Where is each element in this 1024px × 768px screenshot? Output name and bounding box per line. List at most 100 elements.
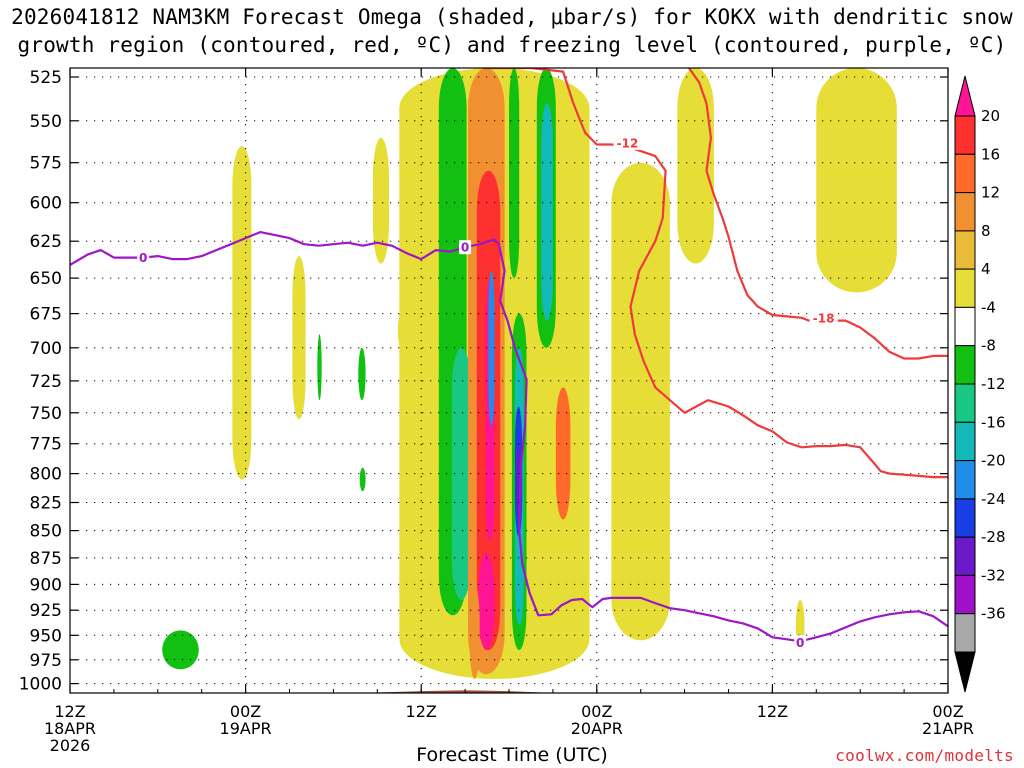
- omega-feature-w1: [232, 146, 252, 480]
- contour-line--12: [484, 68, 948, 479]
- colorbar-bin-7: [954, 383, 976, 423]
- colorbar-bin-6: [954, 345, 976, 385]
- y-tick-label-975: 975: [30, 651, 62, 671]
- omega-feature-g5: [541, 103, 553, 321]
- colorbar-label--32: -32: [981, 566, 1006, 584]
- temperature-contours: 0 0 0 -12 -18: [70, 68, 948, 650]
- y-tick-label-950: 950: [30, 626, 62, 646]
- colorbar-label-12: 12: [981, 184, 1000, 202]
- colorbar: 20 16 12 8 4 -4 -8 -12 -16 -20 -24 -28 -32 -36: [954, 75, 1006, 693]
- colorbar-label-4: 4: [981, 260, 991, 278]
- y-tick-label-750: 750: [30, 404, 62, 424]
- omega-feature-g2: [451, 347, 471, 600]
- omega-feature-u4: [816, 68, 897, 293]
- x-tick-label-h60-0: 00Z: [932, 702, 963, 721]
- terrain-surface: [362, 690, 553, 693]
- y-tick-label-1000: 1000: [19, 675, 62, 695]
- colorbar-bin-9: [954, 460, 976, 500]
- colorbar-bin-2: [954, 192, 976, 232]
- y-tick-label-925: 925: [30, 601, 62, 621]
- colorbar-bin-11: [954, 536, 976, 576]
- colorbar-bin-8: [954, 421, 976, 462]
- omega-feature-w2: [292, 256, 306, 420]
- y-tick-label-825: 825: [30, 494, 62, 514]
- colorbar-label--36: -36: [981, 605, 1006, 623]
- colorbar-bin-13: [954, 613, 976, 653]
- contour-label--12-0: -12: [617, 136, 639, 150]
- contour-label-bg: [809, 310, 838, 325]
- colorbar-label--8: -8: [981, 337, 996, 355]
- omega-feature-u3: [677, 68, 714, 264]
- colorbar-label-20: 20: [981, 107, 1000, 125]
- colorbar-top-arrow: [954, 75, 976, 117]
- colorbar-label--20: -20: [981, 452, 1006, 470]
- colorbar-bin-10: [954, 498, 976, 538]
- x-tick-label-h24-0: 12Z: [406, 702, 437, 721]
- contour-line--18: [688, 68, 948, 360]
- y-tick-label-700: 700: [30, 339, 62, 359]
- omega-feature-w6: [358, 347, 366, 401]
- y-tick-label-775: 775: [30, 435, 62, 455]
- x-tick-label-h0-1: 18APR: [44, 719, 96, 738]
- contour-label-0-1: 0: [461, 241, 469, 255]
- colorbar-bin-1: [954, 153, 976, 194]
- omega-feature-w8: [162, 630, 199, 670]
- y-tick-label-675: 675: [30, 305, 62, 325]
- omega-feature-o1: [555, 387, 571, 520]
- omega-feature-w7: [359, 467, 366, 492]
- contour-label-bg: [794, 635, 807, 650]
- omega-feature-w3: [372, 137, 389, 264]
- y-axis-ticks: 525 550 575 600 625 650 675 700 725 750 775 800 825 8…: [19, 68, 948, 695]
- x-tick-label-h48-0: 12Z: [757, 702, 788, 721]
- colorbar-label--28: -28: [981, 528, 1006, 546]
- contour-label--18-0: -18: [813, 311, 835, 325]
- colorbar-label-16: 16: [981, 145, 1000, 163]
- x-tick-label-h36-1: 20APR: [571, 719, 623, 738]
- colorbar-bin-5: [954, 306, 976, 347]
- y-tick-label-525: 525: [30, 68, 62, 88]
- y-tick-label-875: 875: [30, 549, 62, 569]
- y-tick-label-575: 575: [30, 154, 62, 174]
- colorbar-label--4: -4: [981, 298, 996, 316]
- x-tick-label-h0-0: 12Z: [54, 702, 85, 721]
- omega-feature-g3: [509, 68, 520, 279]
- contour-label-bg: [137, 250, 150, 265]
- x-tick-label-h12-1: 19APR: [220, 719, 272, 738]
- y-tick-label-850: 850: [30, 522, 62, 542]
- x-tick-label-h12-0: 00Z: [230, 702, 261, 721]
- colorbar-bin-12: [954, 574, 976, 615]
- omega-feature-o2: [469, 584, 480, 679]
- contour-label-0-0: 0: [139, 251, 147, 265]
- omega-feature-b1: [488, 270, 495, 426]
- y-tick-label-550: 550: [30, 112, 62, 132]
- contour-label-0-2: 0: [796, 636, 804, 650]
- y-tick-label-600: 600: [30, 194, 62, 214]
- contour-label-bg: [613, 135, 642, 150]
- x-tick-label-h36-0: 00Z: [581, 702, 612, 721]
- contour-label-bg: [459, 240, 472, 255]
- colorbar-label-8: 8: [981, 222, 991, 240]
- colorbar-bin-0: [954, 115, 976, 155]
- terrain-fill: [362, 690, 553, 693]
- colorbar-bottom-arrow: [954, 651, 976, 693]
- y-tick-label-650: 650: [30, 269, 62, 289]
- omega-feature-w5: [317, 334, 322, 401]
- omega-feature-p3: [478, 552, 495, 651]
- x-axis-label: Forecast Time (UTC): [416, 744, 608, 766]
- colorbar-label--24: -24: [981, 490, 1006, 508]
- grid-lines: [70, 68, 948, 693]
- chart-title-line-1: 2026041812 NAM3KM Forecast Omega (shaded…: [11, 5, 1013, 29]
- omega-feature-u2: [611, 162, 670, 641]
- colorbar-bin-3: [954, 230, 976, 270]
- colorbar-bin-4: [954, 268, 976, 308]
- credit-link[interactable]: coolwx.com/modelts: [835, 746, 1014, 765]
- omega-shading: [162, 68, 897, 679]
- contour-line-0: [70, 231, 948, 643]
- y-tick-label-625: 625: [30, 232, 62, 252]
- y-tick-label-900: 900: [30, 575, 62, 595]
- colorbar-label--16: -16: [981, 413, 1006, 431]
- y-tick-label-800: 800: [30, 465, 62, 485]
- colorbar-label--12: -12: [981, 375, 1006, 393]
